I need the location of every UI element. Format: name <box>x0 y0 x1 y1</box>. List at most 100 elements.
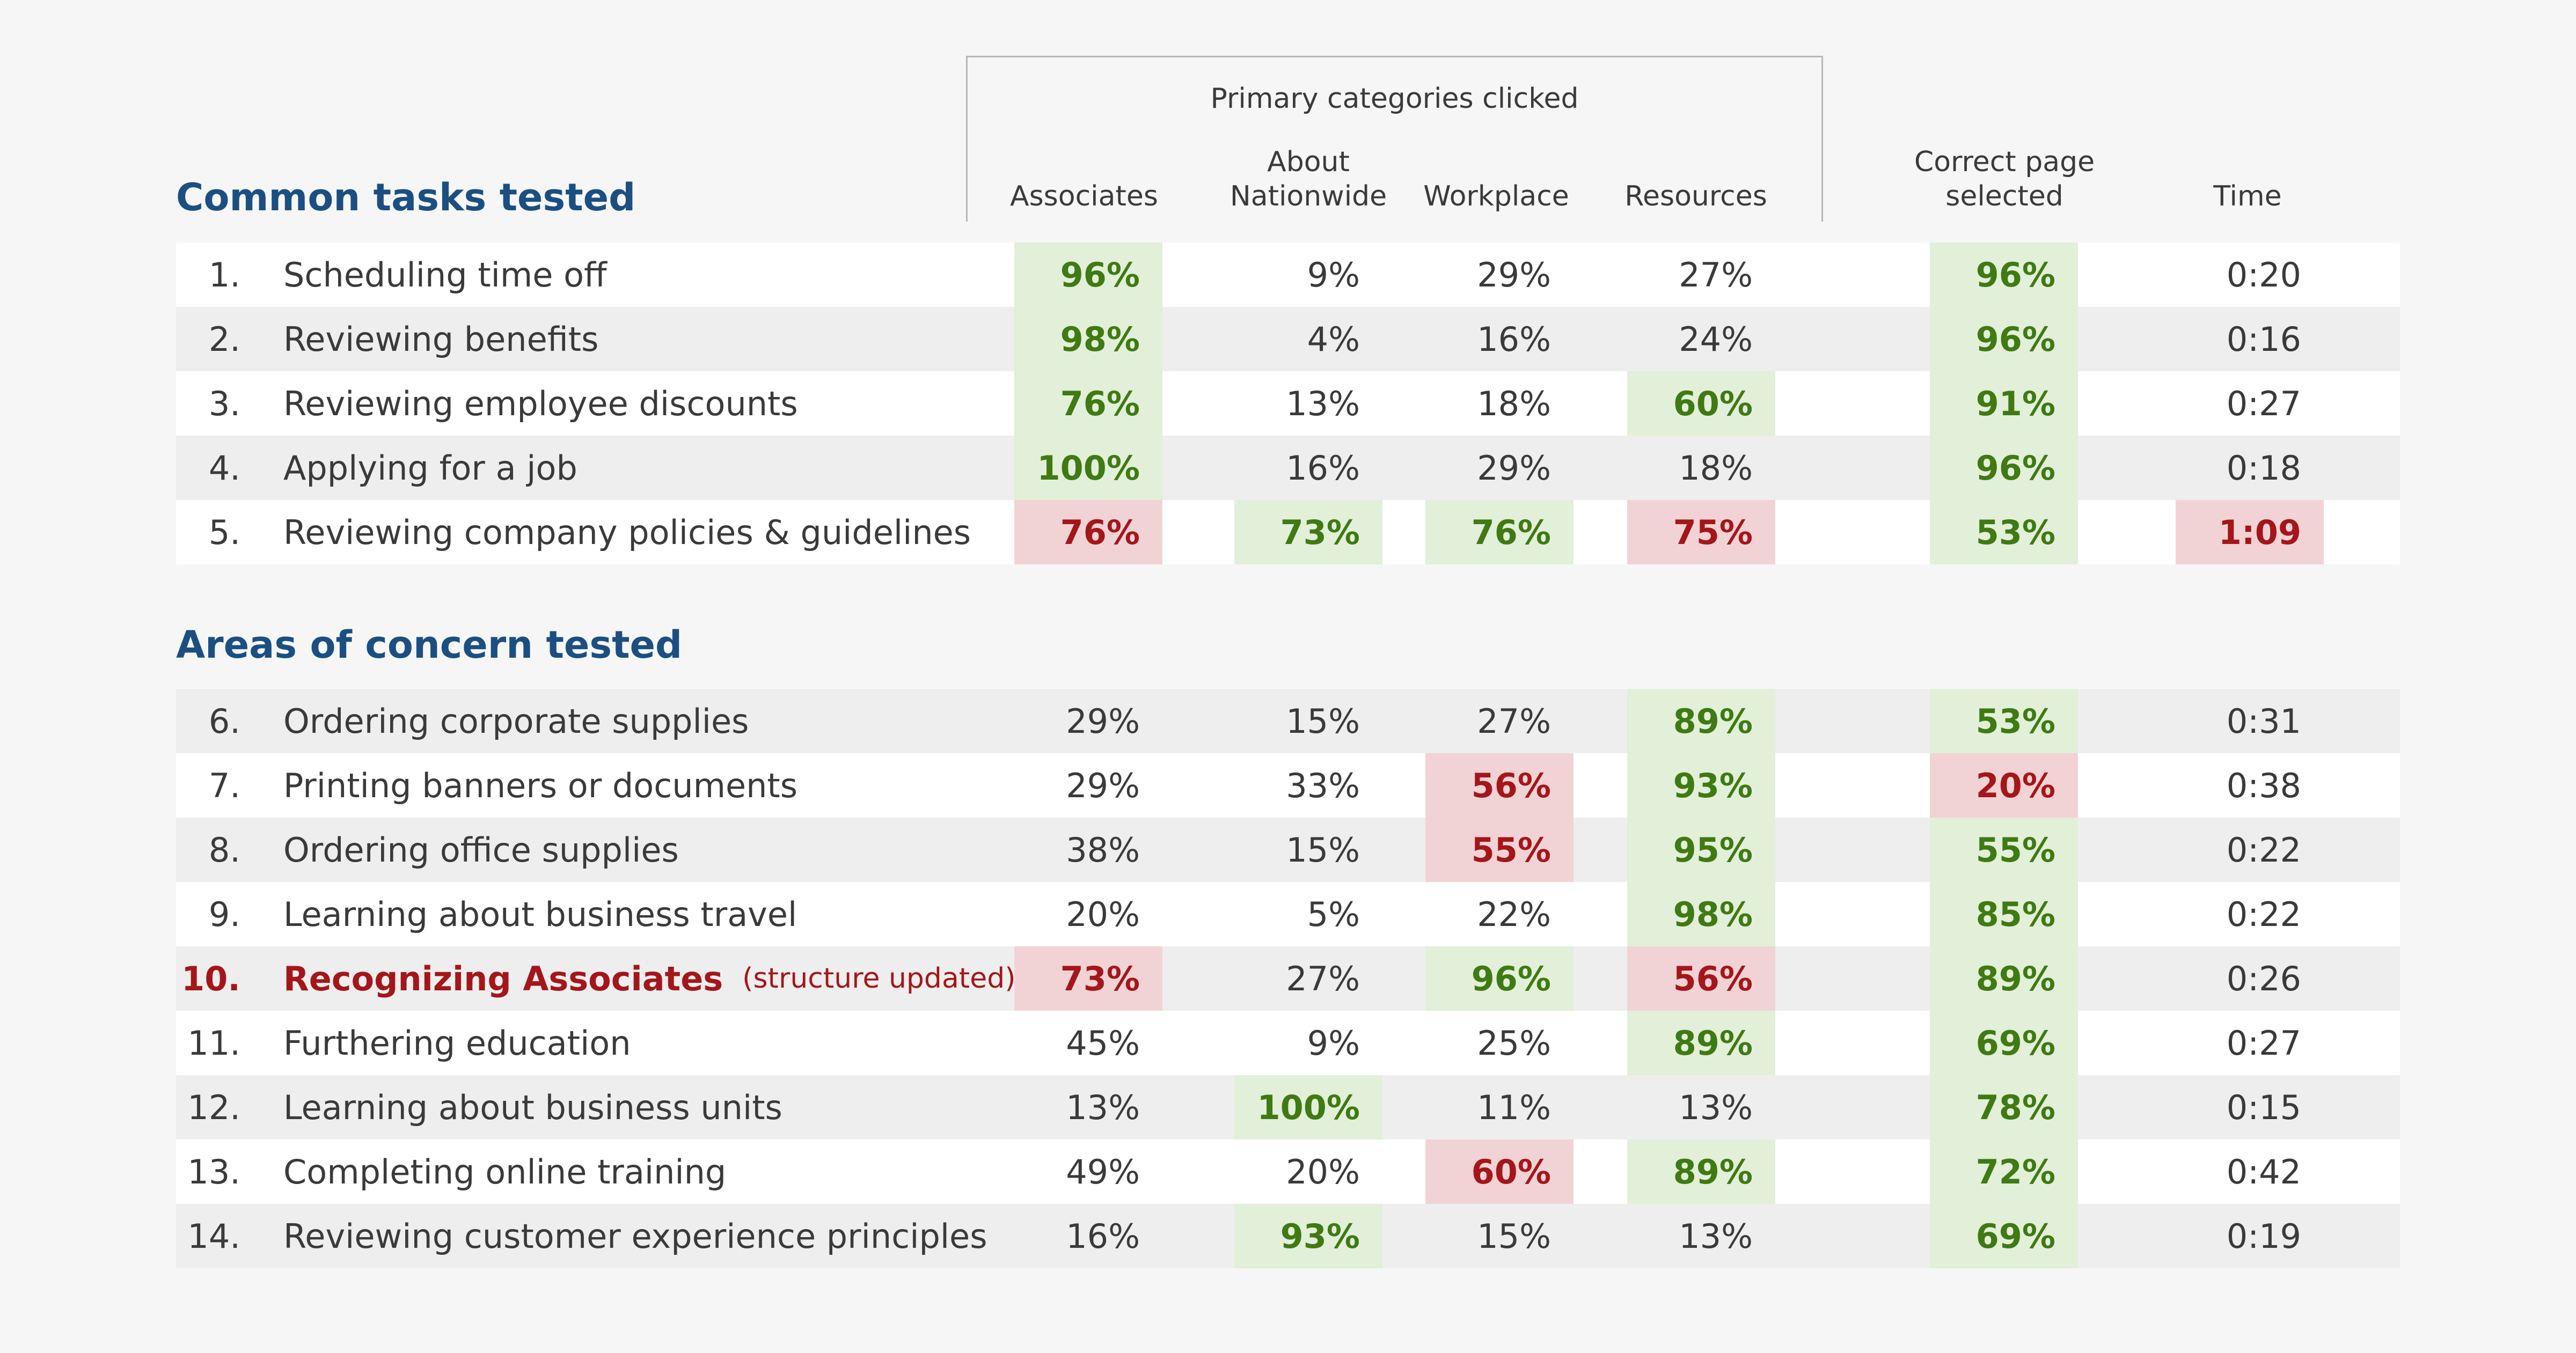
cell-time: 0:42 <box>2226 1152 2301 1192</box>
table-row: 14. Reviewing customer experience princip… <box>176 1204 2400 1268</box>
cell-time: 0:20 <box>2226 255 2301 295</box>
primary-categories-bracket <box>966 56 1823 222</box>
cell-workplace: 96% <box>1425 946 1574 1011</box>
table-row: 9. Learning about business travel 20% 5% 22%… <box>176 882 2400 946</box>
cell-associates: 98% <box>1014 307 1162 371</box>
task-label: Printing banners or documents <box>283 753 797 818</box>
cell-workplace: 25% <box>1477 1023 1551 1063</box>
task-name: Applying for a job <box>283 448 577 488</box>
row-number: 3. <box>208 384 240 423</box>
table-row: 8. Ordering office supplies 38% 15% 55% 95% 55… <box>176 818 2400 882</box>
cell-workplace: 11% <box>1477 1087 1551 1127</box>
cell-time: 0:27 <box>2226 384 2301 423</box>
cell-correct: 96% <box>1930 242 2078 307</box>
table-row: 13. Completing online training 49% 20% 60% 89… <box>176 1139 2400 1204</box>
cell-correct: 78% <box>1930 1075 2078 1139</box>
task-label: Reviewing customer experience principles <box>283 1204 987 1268</box>
task-name: Learning about business units <box>283 1087 782 1127</box>
cell-time: 0:22 <box>2226 830 2301 870</box>
cell-correct: 72% <box>1930 1139 2078 1204</box>
cell-about: 9% <box>1307 1023 1360 1063</box>
task-label: Reviewing employee discounts <box>283 371 798 436</box>
cell-resources: 56% <box>1627 946 1775 1011</box>
task-name: Reviewing customer experience principles <box>283 1216 987 1256</box>
table-row: 11. Furthering education 45% 9% 25% 89% 69% 0:2… <box>176 1011 2400 1075</box>
cell-correct: 91% <box>1930 371 2078 436</box>
cell-workplace: 27% <box>1477 701 1551 741</box>
col-head-workplace-label: Workplace <box>1423 180 1569 212</box>
task-label: Applying for a job <box>283 436 577 500</box>
cell-about: 27% <box>1286 959 1360 998</box>
table-row: 6. Ordering corporate supplies 29% 15% 27% 89… <box>176 689 2400 753</box>
row-number: 9. <box>208 894 240 934</box>
task-name: Reviewing benefits <box>283 319 599 359</box>
task-label: Completing online training <box>283 1139 726 1204</box>
cell-correct: 55% <box>1930 818 2078 882</box>
cell-time: 0:18 <box>2226 448 2301 488</box>
cell-resources: 95% <box>1627 818 1775 882</box>
cell-time: 0:31 <box>2226 701 2301 741</box>
table-row: 3. Reviewing employee discounts 76% 13% 18% 6… <box>176 371 2400 436</box>
task-name: Reviewing company policies & guidelines <box>283 512 971 552</box>
task-name: Recognizing Associates <box>283 959 723 998</box>
task-label: Learning about business travel <box>283 882 797 946</box>
cell-resources: 24% <box>1679 319 1753 359</box>
cell-about: 93% <box>1234 1204 1382 1268</box>
col-head-correct-line1: Correct page <box>1914 146 2095 178</box>
cell-resources: 13% <box>1679 1087 1753 1127</box>
row-number: 5. <box>208 512 240 552</box>
cell-resources: 89% <box>1627 1139 1775 1204</box>
cell-correct: 85% <box>1930 882 2078 946</box>
table-row: 10. Recognizing Associates (structure upda… <box>176 946 2400 1011</box>
row-number: 1. <box>208 255 240 295</box>
cell-associates: 38% <box>1066 830 1140 870</box>
cell-associates: 16% <box>1066 1216 1140 1256</box>
col-head-associates: Associates <box>977 179 1191 214</box>
col-head-associates-label: Associates <box>1010 180 1158 212</box>
col-head-correct: Correct page selected <box>1897 145 2112 214</box>
task-label: Ordering corporate supplies <box>283 689 749 753</box>
cell-workplace: 18% <box>1477 384 1551 423</box>
cell-resources: 27% <box>1679 255 1753 295</box>
task-label: Ordering office supplies <box>283 818 679 882</box>
col-head-resources-label: Resources <box>1624 180 1767 212</box>
table-row: 5. Reviewing company policies & guideline… <box>176 500 2400 564</box>
cell-associates: 29% <box>1066 701 1140 741</box>
task-name: Completing online training <box>283 1152 727 1192</box>
col-head-about: About Nationwide <box>1201 145 1416 214</box>
row-number: 2. <box>208 319 240 359</box>
cell-about: 33% <box>1286 766 1360 805</box>
cell-workplace: 76% <box>1425 500 1574 564</box>
cell-time: 0:38 <box>2226 766 2301 805</box>
cell-workplace: 56% <box>1425 753 1574 818</box>
cell-workplace: 22% <box>1477 894 1551 934</box>
cell-correct: 89% <box>1930 946 2078 1011</box>
row-number: 12. <box>187 1087 240 1127</box>
cell-workplace: 55% <box>1425 818 1574 882</box>
cell-about: 4% <box>1307 319 1360 359</box>
row-number: 8. <box>208 830 240 870</box>
task-label: Reviewing company policies & guidelines <box>283 500 971 564</box>
col-head-about-line1: About <box>1267 146 1350 178</box>
task-name: Scheduling time off <box>283 255 607 295</box>
table-row: 1. Scheduling time off 96% 9% 29% 27% 96% 0:20 <box>176 242 2400 307</box>
cell-workplace: 60% <box>1425 1139 1574 1204</box>
task-name: Reviewing employee discounts <box>283 384 798 423</box>
table-row: 7. Printing banners or documents 29% 33% 56%… <box>176 753 2400 818</box>
cell-associates: 13% <box>1066 1087 1140 1127</box>
row-number: 10. <box>181 959 240 998</box>
cell-time: 0:26 <box>2226 959 2301 998</box>
task-label: Scheduling time off <box>283 242 607 307</box>
cell-associates: 76% <box>1014 500 1162 564</box>
cell-time: 1:09 <box>2176 500 2324 564</box>
task-name: Ordering corporate supplies <box>283 701 749 741</box>
cell-workplace: 29% <box>1477 448 1551 488</box>
cell-resources: 18% <box>1679 448 1753 488</box>
cell-correct: 53% <box>1930 689 2078 753</box>
row-number: 6. <box>208 701 240 741</box>
cell-correct: 53% <box>1930 500 2078 564</box>
cell-time: 0:16 <box>2226 319 2301 359</box>
cell-associates: 96% <box>1014 242 1162 307</box>
cell-associates: 73% <box>1014 946 1162 1011</box>
task-label: Reviewing benefits <box>283 307 598 371</box>
